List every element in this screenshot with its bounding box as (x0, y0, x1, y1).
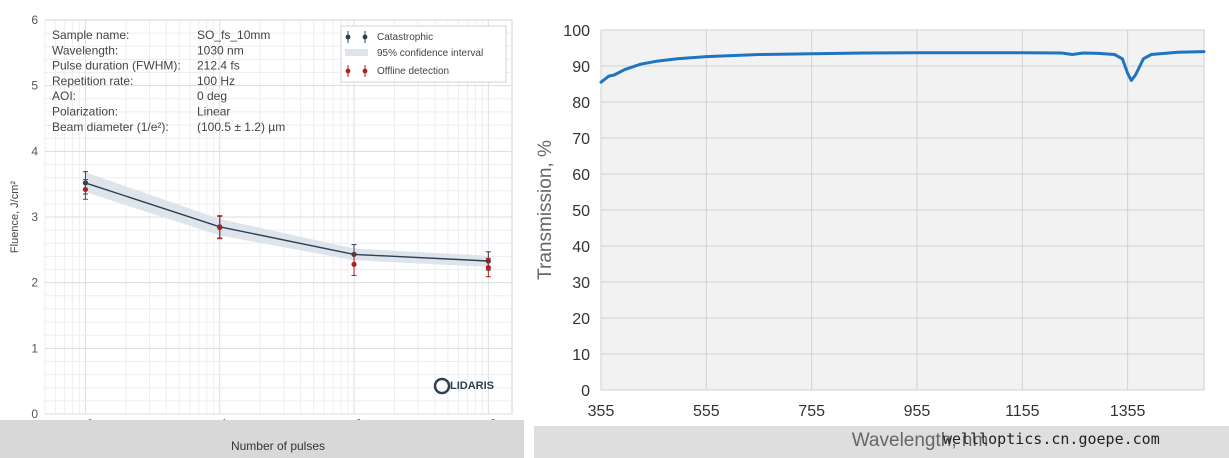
legend-band-swatch (345, 49, 368, 56)
info-label: Repetition rate: (52, 74, 133, 88)
offline-detection-marker (485, 264, 491, 271)
right-x-tick-label: 355 (588, 403, 615, 420)
right-y-tick-label: 50 (572, 203, 590, 220)
left-y-tick-label: 5 (31, 79, 38, 93)
offline-detection-point (217, 215, 223, 240)
right-x-tick-label: 555 (693, 403, 720, 420)
right-y-tick-label: 40 (572, 239, 590, 256)
catastrophic-line (85, 182, 489, 262)
right-y-tick-label: 20 (572, 311, 590, 328)
right-y-ticks: 0 10 20 30 40 50 60 70 80 90 100 (563, 23, 590, 400)
right-x-tick-label: 955 (904, 403, 931, 420)
legend-box (340, 25, 507, 83)
info-value: 100 Hz (197, 74, 235, 88)
right-y-tick-label: 60 (572, 167, 590, 184)
left-y-tick-label: 6 (31, 13, 38, 27)
offline-detection-point (485, 257, 491, 278)
left-y-ticks: 0 1 2 3 4 5 6 (31, 13, 38, 421)
info-value: (100.5 ± 1.2) µm (197, 120, 285, 134)
legend-catastrophic: Catastrophic (377, 32, 433, 43)
left-series (82, 171, 491, 278)
lidaris-logo-text: LIDARIS (450, 380, 494, 392)
offline-detection-point (351, 252, 357, 276)
info-label: Sample name: (52, 28, 129, 42)
info-value: 1030 nm (197, 43, 244, 57)
left-y-tick-label: 3 (31, 210, 38, 224)
right-y-tick-label: 0 (581, 383, 590, 400)
left-y-tick-label: 1 (31, 341, 38, 355)
info-value: SO_fs_10mm (197, 28, 270, 42)
right-y-tick-label: 100 (563, 23, 590, 40)
right-grid (600, 29, 1204, 391)
watermark: wellloptics.cn.goepe.com (943, 430, 1160, 448)
right-y-tick-label: 70 (572, 131, 590, 148)
right-x-ticks: 355 555 755 955 1155 1355 (588, 403, 1146, 420)
left-y-tick-label: 2 (31, 276, 38, 290)
right-y-tick-label: 10 (572, 347, 590, 364)
sample-info-block: Sample name: SO_fs_10mm Wavelength: 1030 nm… (52, 28, 285, 134)
right-bottom-shade (534, 426, 1229, 458)
right-y-tick-label: 80 (572, 95, 590, 112)
legend-offline: Offline detection (377, 66, 449, 77)
info-value: 0 deg (197, 89, 227, 103)
info-label: Beam diameter (1/e²): (52, 120, 169, 134)
left-y-axis-label: Fluence, J/cm² (9, 181, 21, 253)
offline-detection-point (82, 179, 89, 200)
left-y-tick-label: 0 (31, 407, 38, 421)
right-x-tick-label: 1355 (1110, 403, 1146, 420)
info-label: Polarization: (52, 105, 118, 119)
lidaris-logo-icon (433, 377, 451, 395)
transmission-line (599, 50, 1206, 84)
legend-offline-marker (345, 65, 368, 77)
legend-catastrophic-marker (345, 31, 368, 43)
left-x-axis-label: Number of pulses (231, 439, 325, 453)
right-y-axis-label: Transmission, % (535, 140, 556, 280)
offline-detection-marker (217, 224, 223, 231)
left-bottom-shade (0, 420, 524, 458)
left-legend: Catastrophic 95% confidence interval Off… (340, 25, 507, 83)
right-x-tick-label: 1155 (1005, 403, 1040, 420)
lidaris-logo: LIDARIS (433, 377, 494, 395)
right-x-tick-label: 755 (798, 403, 825, 420)
info-value: 212.4 fs (197, 59, 240, 73)
offline-detection-marker (351, 261, 357, 267)
info-value: Linear (197, 105, 230, 119)
right-x-axis-label: Wavelength, nm (852, 430, 989, 451)
left-y-tick-label: 4 (31, 144, 38, 158)
info-label: Pulse duration (FWHM): (52, 59, 181, 73)
info-label: Wavelength: (52, 43, 118, 57)
info-label: AOI: (52, 89, 76, 103)
confidence-band (85, 172, 489, 267)
legend-confidence: 95% confidence interval (377, 48, 483, 59)
right-chart: 0 10 20 30 40 50 60 70 80 90 100 355 555 755 955 1155 1… (534, 23, 1229, 458)
offline-detection-marker (82, 186, 89, 193)
right-y-tick-label: 30 (572, 275, 590, 292)
right-y-tick-label: 90 (572, 59, 590, 76)
